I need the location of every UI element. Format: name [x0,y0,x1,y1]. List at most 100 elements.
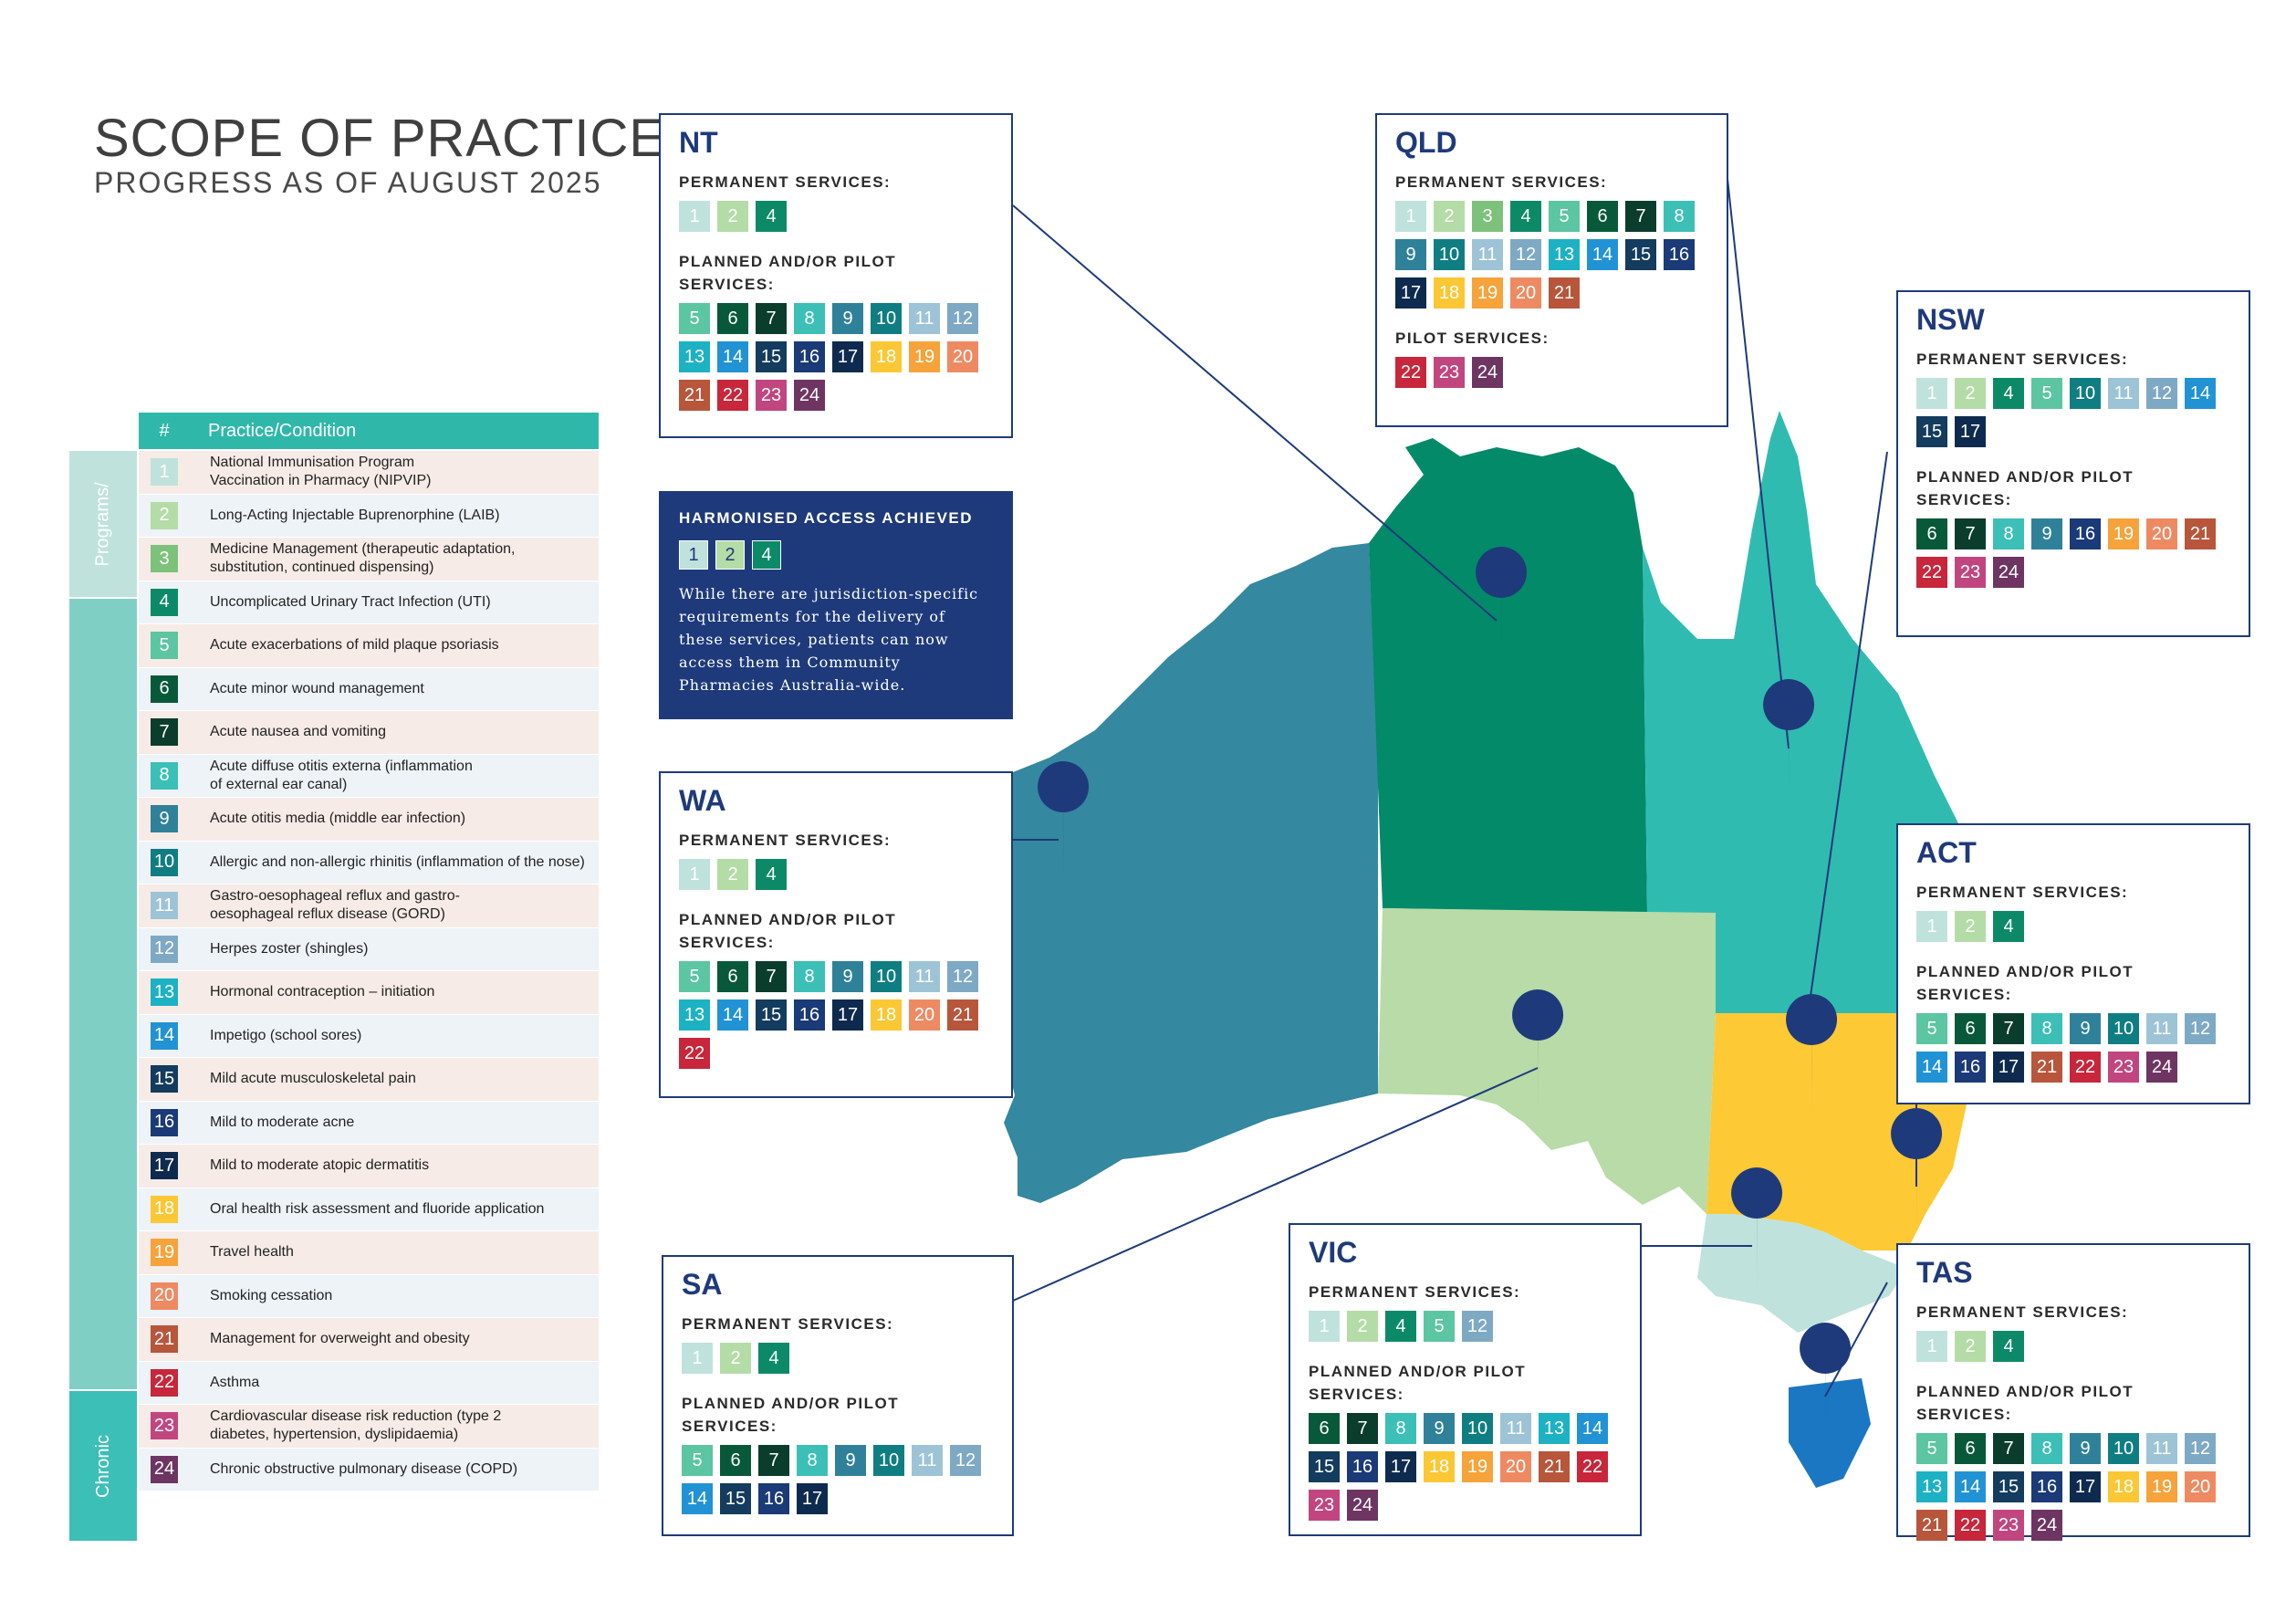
legend-number: 16 [151,1108,178,1136]
service-chip: 12 [2185,1013,2216,1044]
service-chip: 11 [909,303,940,334]
state-name: NT [679,126,718,159]
service-chip: 2 [1434,201,1465,232]
service-chip: 13 [1549,239,1580,270]
service-chip: 6 [1587,201,1618,232]
service-chip: 7 [756,303,787,334]
service-chip: 6 [717,961,748,992]
service-chip: 10 [1462,1413,1493,1444]
service-chip: 7 [756,961,787,992]
service-chip: 4 [1993,378,2024,409]
legend-label: Long-Acting Injectable Buprenorphine (LA… [192,494,599,537]
service-chip: 10 [873,1445,904,1476]
legend-category-chronic: Chronic [69,1391,137,1541]
service-chip: 23 [1309,1490,1340,1521]
service-chip: 2 [717,201,748,232]
service-chip: 15 [756,341,787,372]
harmonised-title: HARMONISED ACCESS ACHIEVED [679,509,974,527]
legend-row: 12 Herpes zoster (shingles) [139,927,599,970]
pin-vic [1731,1167,1783,1292]
service-chip: 16 [758,1483,789,1514]
pin-act [1891,1108,1943,1232]
legend-number: 22 [151,1368,178,1397]
service-chip: 18 [2108,1471,2139,1502]
legend-row: 23 Cardiovascular disease risk reduction … [139,1405,599,1448]
legend-label: Hormonal contraception – initiation [192,971,599,1014]
service-chip: 15 [1625,239,1656,270]
legend-row: 22 Asthma [139,1361,599,1404]
legend-label: Acute nausea and vomiting [192,711,599,754]
service-chip: 14 [1587,239,1618,270]
service-chip: 21 [1916,1510,1947,1541]
legend-number: 9 [151,805,178,833]
service-chip: 4 [752,540,781,570]
section-label: PERMANENT SERVICES: [1395,173,1608,191]
service-chips: 5 6 7 8 9 10 11 12 13 14 15 16 17 18 19 20 21 22 23 24 [1916,1433,2230,1548]
state-name: QLD [1395,126,1457,159]
legend-label: Cardiovascular disease risk reduction (t… [192,1405,599,1448]
service-chip: 22 [1916,557,1947,588]
section-label: PLANNED AND/OR PILOT SERVICES: [1309,1363,1527,1403]
legend-label: Travel health [192,1231,599,1274]
service-chip: 6 [1955,1433,1986,1464]
service-chip: 21 [2185,518,2216,549]
service-chip: 24 [794,380,825,411]
service-chip: 9 [1424,1413,1455,1444]
legend-row: 8 Acute diffuse otitis externa (inflammat… [139,754,599,797]
service-chip: 14 [1955,1471,1986,1502]
panel-vic: VIC PERMANENT SERVICES: 1 2 4 5 12 PLANNED AND/… [1289,1223,1642,1536]
region-nt [1369,438,1647,913]
service-chip: 5 [679,303,710,334]
legend-number: 1 [151,458,178,487]
service-chip: 12 [947,961,978,992]
service-chip: 24 [1472,357,1503,388]
service-chip: 19 [2108,518,2139,549]
legend-label: Uncomplicated Urinary Tract Infection (U… [192,581,599,623]
service-chip: 11 [2146,1433,2177,1464]
pin-sa [1512,989,1564,1114]
service-chip: 5 [1424,1311,1455,1342]
service-chip: 19 [909,341,940,372]
service-chip: 8 [2031,1013,2062,1044]
service-chip: 4 [756,859,787,890]
service-chip: 15 [1309,1451,1340,1482]
service-chip: 10 [871,303,902,334]
page-title: SCOPE OF PRACTICE [94,109,666,168]
pin-nsw [1786,994,1838,1118]
legend-row: 20 Smoking cessation [139,1274,599,1317]
service-chip: 17 [832,999,863,1031]
legend-row: 21 Management for overweight and obesity [139,1318,599,1361]
service-chip: 4 [1993,1331,2024,1362]
service-chip: 5 [682,1445,713,1476]
legend-row: 7 Acute nausea and vomiting [139,711,599,754]
service-chip: 6 [1309,1413,1340,1444]
service-chip: 2 [1955,911,1986,942]
service-chip: 10 [2108,1433,2139,1464]
service-chip: 20 [2185,1471,2216,1502]
service-chip: 8 [797,1445,828,1476]
service-chip: 16 [1664,239,1695,270]
service-chip: 23 [1955,557,1986,588]
service-chip: 24 [2146,1052,2177,1083]
service-chip: 10 [2070,378,2101,409]
legend-label: Impetigo (school sores) [192,1014,599,1057]
legend-number: 5 [151,632,178,660]
legend-row: 3 Medicine Management (therapeutic adapta… [139,538,599,581]
service-chip: 1 [679,201,710,232]
service-chip: 22 [679,1038,710,1069]
region-tas [1789,1378,1871,1488]
service-chip: 4 [1993,911,2024,942]
service-chip: 22 [2070,1052,2101,1083]
service-chip: 11 [1472,239,1503,270]
service-chip: 18 [871,341,902,372]
service-chip: 5 [2031,378,2062,409]
service-chip: 7 [1993,1013,2024,1044]
service-chip: 2 [715,540,745,570]
pin-qld [1763,679,1815,803]
service-chips: 5 6 7 8 9 10 11 12 14 16 17 21 22 23 24 [1916,1013,2230,1090]
section-label: PLANNED AND/OR PILOT SERVICES: [1916,1383,2134,1423]
section-label: PERMANENT SERVICES: [679,832,892,849]
service-chip: 6 [717,303,748,334]
service-chip: 8 [1385,1413,1416,1444]
